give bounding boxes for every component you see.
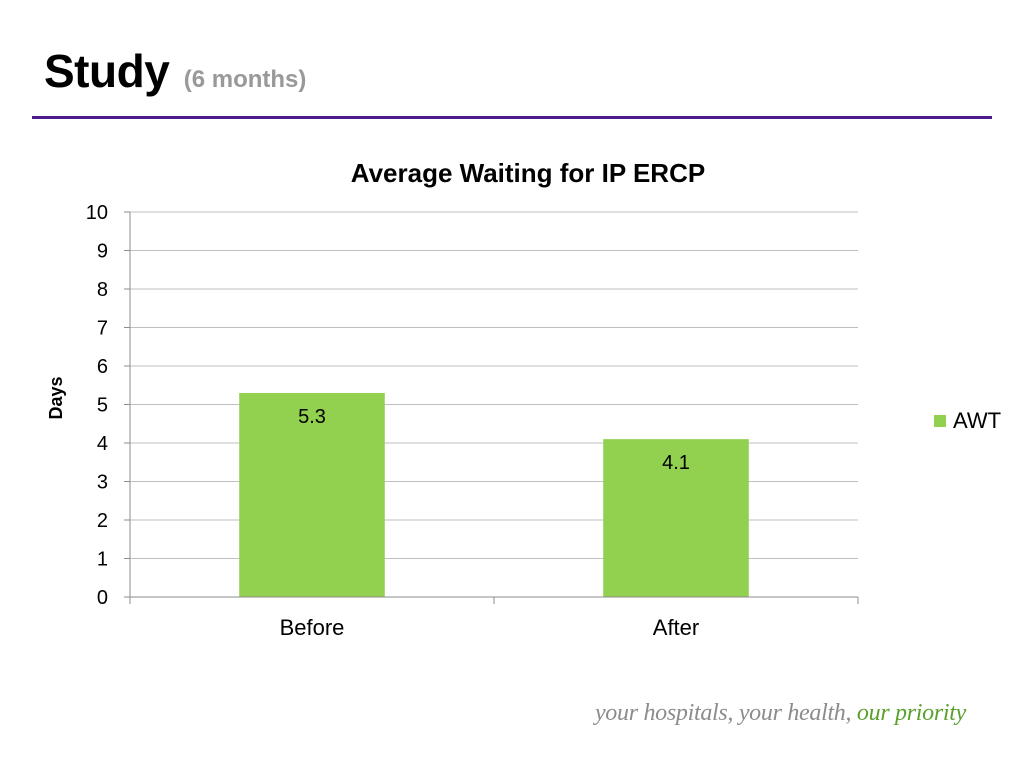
y-tick-label: 4: [97, 433, 108, 455]
x-tick-label: Before: [280, 615, 345, 640]
y-tick-label: 5: [97, 395, 108, 417]
legend: AWT: [934, 408, 1001, 433]
x-tick-label: After: [653, 615, 699, 640]
bar-after: [603, 439, 749, 597]
bars: 5.3 4.1: [239, 392, 749, 597]
slide-header: Study (6 months): [44, 44, 306, 98]
y-tick-label: 7: [97, 318, 108, 340]
tagline-highlight: our priority: [856, 700, 966, 726]
bar-before: [239, 392, 385, 597]
y-tick-label: 1: [97, 549, 108, 571]
y-tick-label: 9: [97, 241, 108, 263]
slide-title: Study: [44, 45, 170, 97]
y-tick-label: 10: [86, 202, 108, 224]
tagline-text: your hospitals, your health,: [594, 700, 852, 726]
footer-tagline: your hospitals, your health, our priorit…: [595, 700, 966, 727]
y-tick-label: 0: [97, 587, 108, 609]
legend-swatch-awt: [934, 415, 946, 427]
slide-subtitle: (6 months): [183, 66, 307, 93]
y-tick-label: 2: [97, 510, 108, 532]
data-label: 4.1: [662, 452, 690, 474]
chart-title: Average Waiting for IP ERCP: [351, 158, 705, 188]
legend-label-awt: AWT: [953, 408, 1001, 433]
title-divider: [32, 116, 992, 119]
y-tick-label: 6: [97, 356, 108, 378]
y-tick-label: 8: [97, 279, 108, 301]
axes: 0 1 2 3 4 5 6 7 8 9 10 Before After: [86, 202, 859, 640]
y-axis-label: Days: [46, 376, 66, 419]
data-label: 5.3: [298, 406, 326, 428]
y-tick-label: 3: [97, 472, 108, 494]
